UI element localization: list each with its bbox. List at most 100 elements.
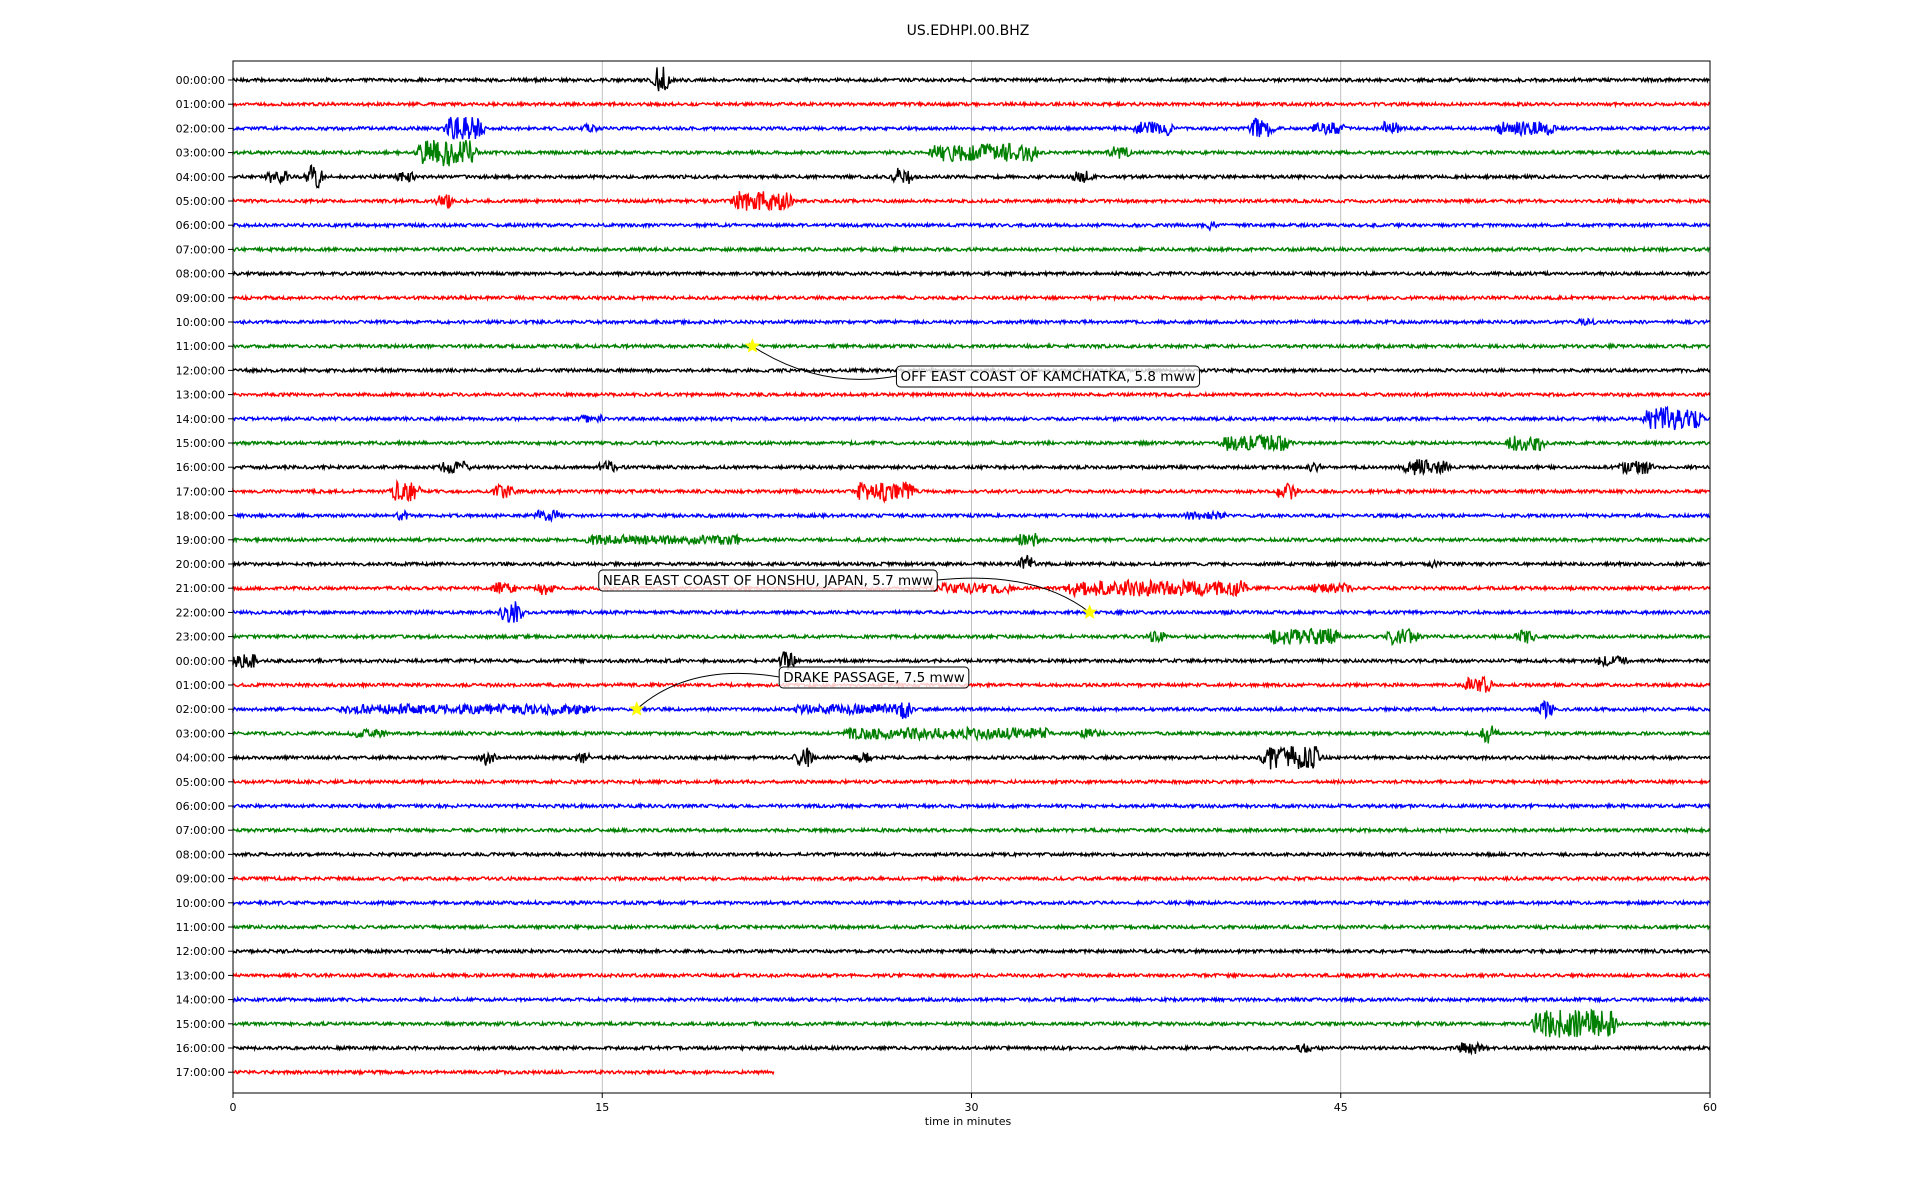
event-annotation-0: OFF EAST COAST OF KAMCHATKA, 5.8 mww: [744, 338, 1201, 388]
row-time-label: 10:00:00: [176, 316, 225, 329]
row-time-label: 09:00:00: [176, 292, 225, 305]
row-time-label: 03:00:00: [176, 147, 225, 160]
trace-row-18: [232, 508, 1711, 523]
event-connector: [636, 672, 780, 710]
row-time-label: 12:00:00: [176, 945, 225, 958]
row-time-label: 13:00:00: [176, 389, 225, 402]
row-time-label: 21:00:00: [176, 582, 225, 595]
row-time-label: 08:00:00: [176, 848, 225, 861]
trace-row-27: [232, 725, 1711, 744]
row-time-label: 05:00:00: [176, 776, 225, 789]
row-time-label: 07:00:00: [176, 243, 225, 256]
row-time-label: 03:00:00: [176, 727, 225, 740]
row-time-label: 02:00:00: [176, 122, 225, 135]
trace-row-34: [232, 898, 1711, 908]
event-label-box: [778, 666, 970, 689]
x-axis: 0 15 30 45 60: [230, 1093, 1717, 1114]
row-time-label: 01:00:00: [176, 98, 225, 111]
event-star-marker: [628, 701, 645, 716]
row-time-label: 06:00:00: [176, 219, 225, 232]
row-time-label: 15:00:00: [176, 437, 225, 450]
row-time-label: 07:00:00: [176, 824, 225, 837]
row-time-label: 06:00:00: [176, 800, 225, 813]
row-time-label: 13:00:00: [176, 969, 225, 982]
event-label: DRAKE PASSAGE, 7.5 mww: [783, 670, 965, 686]
trace-row-41: [232, 1068, 775, 1077]
trace-row-8: [232, 269, 1711, 278]
row-time-label: 16:00:00: [176, 461, 225, 474]
row-time-label: 00:00:00: [176, 655, 225, 668]
row-time-label: 22:00:00: [176, 606, 225, 619]
event-star-marker: [744, 338, 761, 353]
trace-row-38: [232, 995, 1711, 1004]
event-annotations: OFF EAST COAST OF KAMCHATKA, 5.8 mww NEAR…: [598, 338, 1201, 716]
trace-row-30: [232, 801, 1711, 811]
event-label-box: [598, 569, 938, 592]
trace-row-25: [232, 675, 1711, 693]
row-time-label: 08:00:00: [176, 268, 225, 281]
trace-row-39: [232, 1008, 1711, 1038]
trace-row-24: [232, 651, 1711, 670]
trace-row-5: [232, 191, 1711, 212]
trace-row-37: [232, 971, 1711, 980]
row-time-label: 17:00:00: [176, 1066, 225, 1079]
plot-frame: [232, 60, 1711, 1094]
trace-row-40: [232, 1040, 1711, 1056]
row-time-label: 11:00:00: [176, 340, 225, 353]
event-annotation-1: NEAR EAST COAST OF HONSHU, JAPAN, 5.7 mw…: [598, 569, 1098, 620]
row-time-label: 14:00:00: [176, 994, 225, 1007]
trace-row-29: [232, 777, 1711, 786]
x-tick-label: 30: [965, 1101, 979, 1114]
row-time-label: 11:00:00: [176, 921, 225, 934]
trace-row-15: [232, 433, 1711, 453]
row-time-label: 09:00:00: [176, 873, 225, 886]
x-tick-label: 0: [230, 1101, 237, 1114]
trace-row-9: [232, 293, 1711, 303]
event-connector: [752, 345, 897, 380]
row-time-label: 16:00:00: [176, 1042, 225, 1055]
trace-row-19: [232, 532, 1711, 547]
event-label: NEAR EAST COAST OF HONSHU, JAPAN, 5.7 mw…: [603, 573, 933, 589]
trace-row-35: [232, 923, 1711, 932]
x-tick-label: 60: [1703, 1101, 1717, 1114]
trace-row-14: [232, 405, 1711, 431]
trace-row-10: [232, 317, 1711, 327]
trace-row-11: [232, 342, 1711, 351]
trace-row-33: [232, 874, 1711, 883]
row-time-label: 00:00:00: [176, 74, 225, 87]
row-time-label: 14:00:00: [176, 413, 225, 426]
row-time-label: 15:00:00: [176, 1018, 225, 1031]
event-annotation-2: DRAKE PASSAGE, 7.5 mww: [628, 666, 970, 716]
row-time-label: 04:00:00: [176, 171, 225, 184]
event-label-box: [895, 365, 1201, 388]
event-connector: [937, 577, 1090, 613]
x-tick-label: 45: [1334, 1101, 1348, 1114]
trace-row-17: [232, 478, 1711, 504]
trace-row-1: [232, 100, 1711, 109]
row-time-label: 18:00:00: [176, 510, 225, 523]
event-star-marker: [1081, 604, 1098, 620]
trace-row-13: [232, 390, 1711, 399]
trace-row-31: [232, 826, 1711, 835]
x-tick-label: 15: [595, 1101, 609, 1114]
trace-row-0: [232, 66, 1710, 92]
trace-row-26: [232, 699, 1711, 720]
trace-row-7: [232, 245, 1711, 254]
trace-row-20: [232, 554, 1711, 569]
trace-row-4: [232, 164, 1711, 189]
row-time-label: 17:00:00: [176, 485, 225, 498]
row-time-label: 05:00:00: [176, 195, 225, 208]
trace-row-36: [232, 947, 1711, 956]
trace-row-6: [232, 220, 1711, 232]
seismogram-traces: [232, 66, 1711, 1077]
row-time-label: 10:00:00: [176, 897, 225, 910]
row-time-label: 23:00:00: [176, 631, 225, 644]
trace-row-23: [232, 627, 1711, 647]
trace-row-28: [232, 745, 1711, 770]
trace-row-32: [232, 850, 1711, 859]
chart-title: US.EDHPI.00.BHZ: [907, 23, 1030, 39]
x-axis-label: time in minutes: [925, 1115, 1012, 1128]
row-time-label: 12:00:00: [176, 364, 225, 377]
trace-row-22: [232, 601, 1711, 623]
